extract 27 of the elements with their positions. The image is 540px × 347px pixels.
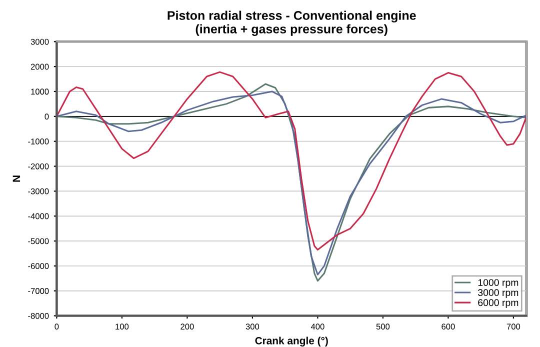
legend-label: 6000 rpm	[478, 299, 518, 308]
x-tick-label: 700	[506, 324, 520, 330]
line-series	[56, 71, 526, 250]
x-axis-title: Crank angle (°)	[255, 336, 328, 346]
y-tick-label: -4000	[28, 213, 49, 220]
x-tick-label: 0	[54, 324, 59, 330]
x-tick-label: 500	[376, 324, 390, 330]
y-tick-label: -5000	[28, 238, 49, 244]
x-tick-label: 100	[116, 324, 129, 330]
y-tick-label: -6000	[28, 263, 49, 270]
x-tick-label: 200	[180, 324, 194, 330]
x-tick-label: 600	[442, 324, 455, 330]
legend-label: 3000 rpm	[478, 289, 518, 298]
x-tick-label: 300	[246, 324, 260, 330]
y-tick-label: -1000	[28, 138, 49, 144]
chart-title: Piston radial stress - Conventional engine (inertia + gases pressure forces)	[168, 10, 416, 36]
y-tick-label: -3000	[28, 188, 49, 194]
y-tick-label: 1000	[31, 88, 49, 95]
y-tick-label: -8000	[28, 312, 49, 319]
y-tick-label: 3000	[30, 38, 49, 45]
y-tick-label: -2000	[28, 163, 49, 170]
y-tick-label: 2000	[30, 64, 49, 70]
x-tick-label: 400	[310, 324, 324, 330]
legend-label: 1000 rpm	[478, 279, 518, 288]
y-axis-title: N	[12, 176, 20, 182]
y-tick-label: 0	[44, 114, 49, 120]
y-tick-label: -7000	[28, 288, 49, 294]
